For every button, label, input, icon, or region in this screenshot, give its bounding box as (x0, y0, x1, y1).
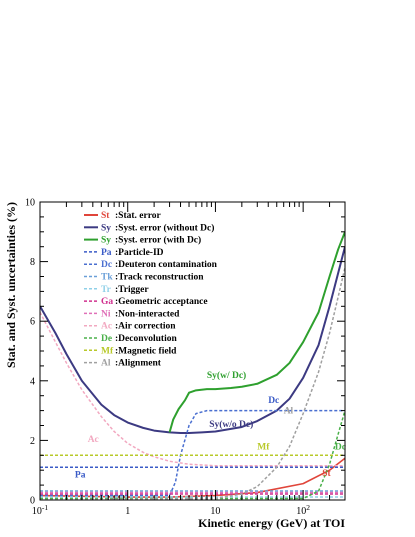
legend-label-de: :Deconvolution (115, 334, 177, 344)
annotation-label-7: Dc (335, 442, 346, 452)
axis-ticks: 0 2 4 6 8 10 10-1 1 10 102 (25, 198, 346, 517)
y-tick-label: 4 (30, 376, 35, 387)
legend-abbr-tk: Tk (101, 273, 113, 283)
legend-label-dc: :Deuteron contamination (115, 260, 218, 270)
annotation-label-1: Sy(w/ Dc) (207, 370, 246, 381)
series-line-10-ac (40, 311, 345, 467)
annotation-label-4: Ac (88, 435, 99, 445)
legend-label-st: :Stat. error (115, 211, 162, 221)
legend-abbr-al: Al (101, 359, 111, 369)
y-axis-title: Stat. and Syst. uncertainties (%) (4, 202, 18, 368)
annotation-label-8: Pa (75, 471, 86, 481)
x-axis-title: Kinetic energy (GeV) at TOI (198, 516, 345, 530)
legend-label-tr: :Trigger (115, 285, 149, 295)
annotation-label-5: Mf (257, 442, 270, 452)
series-lines (40, 231, 345, 500)
y-tick-label: 0 (30, 496, 35, 507)
legend-label-al: :Alignment (115, 359, 162, 369)
series-line-13-al (40, 267, 345, 500)
series-line-3-sy (168, 231, 345, 433)
legend-label-ga: :Geometric acceptance (115, 297, 208, 307)
annotation-label-2: Dc (268, 396, 279, 406)
legend-abbr-ac: Ac (101, 322, 112, 332)
legend-abbr-dc: Dc (101, 260, 112, 270)
legend-abbr-pa: Pa (101, 248, 112, 258)
legend-abbr-sy: Sy (101, 236, 111, 246)
legend-label-tk: :Track reconstruction (115, 273, 204, 283)
legend-abbr-tr: Tr (101, 285, 112, 295)
legend-label-sy: :Syst. error (with Dc) (115, 235, 201, 246)
x-tick-label: 1 (125, 506, 130, 517)
legend-label-mf: :Magnetic field (115, 346, 177, 356)
series-line-2-sy (40, 246, 345, 434)
legend-abbr-ga: Ga (101, 297, 113, 307)
x-tick-label: 102 (296, 503, 310, 517)
y-tick-label: 10 (25, 198, 35, 209)
x-tick-label: 10-1 (32, 503, 48, 517)
y-tick-label: 2 (30, 436, 35, 447)
annotation-label-9: St (322, 469, 331, 479)
line-annotations: Sy(w/ Dc) Dc Sy(w/o Dc) Ac Mf Al Dc Pa St (75, 370, 346, 481)
legend: St :Stat. error Sy :Syst. error (without Dc… (84, 211, 218, 369)
legend-abbr-mf: Mf (101, 346, 114, 356)
legend-abbr-de: De (101, 334, 112, 344)
annotation-label-6: Al (284, 407, 294, 417)
legend-label-ni: :Non-interacted (115, 309, 180, 319)
annotation-label-3: Sy(w/o Dc) (209, 419, 253, 430)
x-tick-label: 10 (210, 506, 220, 517)
legend-abbr-st: St (101, 211, 110, 221)
legend-label-pa: :Particle-ID (115, 248, 164, 258)
y-tick-label: 8 (30, 257, 35, 268)
legend-label-sy: :Syst. error (without Dc) (115, 222, 214, 233)
legend-abbr-ni: Ni (101, 309, 111, 319)
legend-abbr-sy: Sy (101, 223, 111, 233)
y-tick-label: 6 (30, 317, 35, 328)
legend-label-ac: :Air correction (115, 322, 176, 332)
